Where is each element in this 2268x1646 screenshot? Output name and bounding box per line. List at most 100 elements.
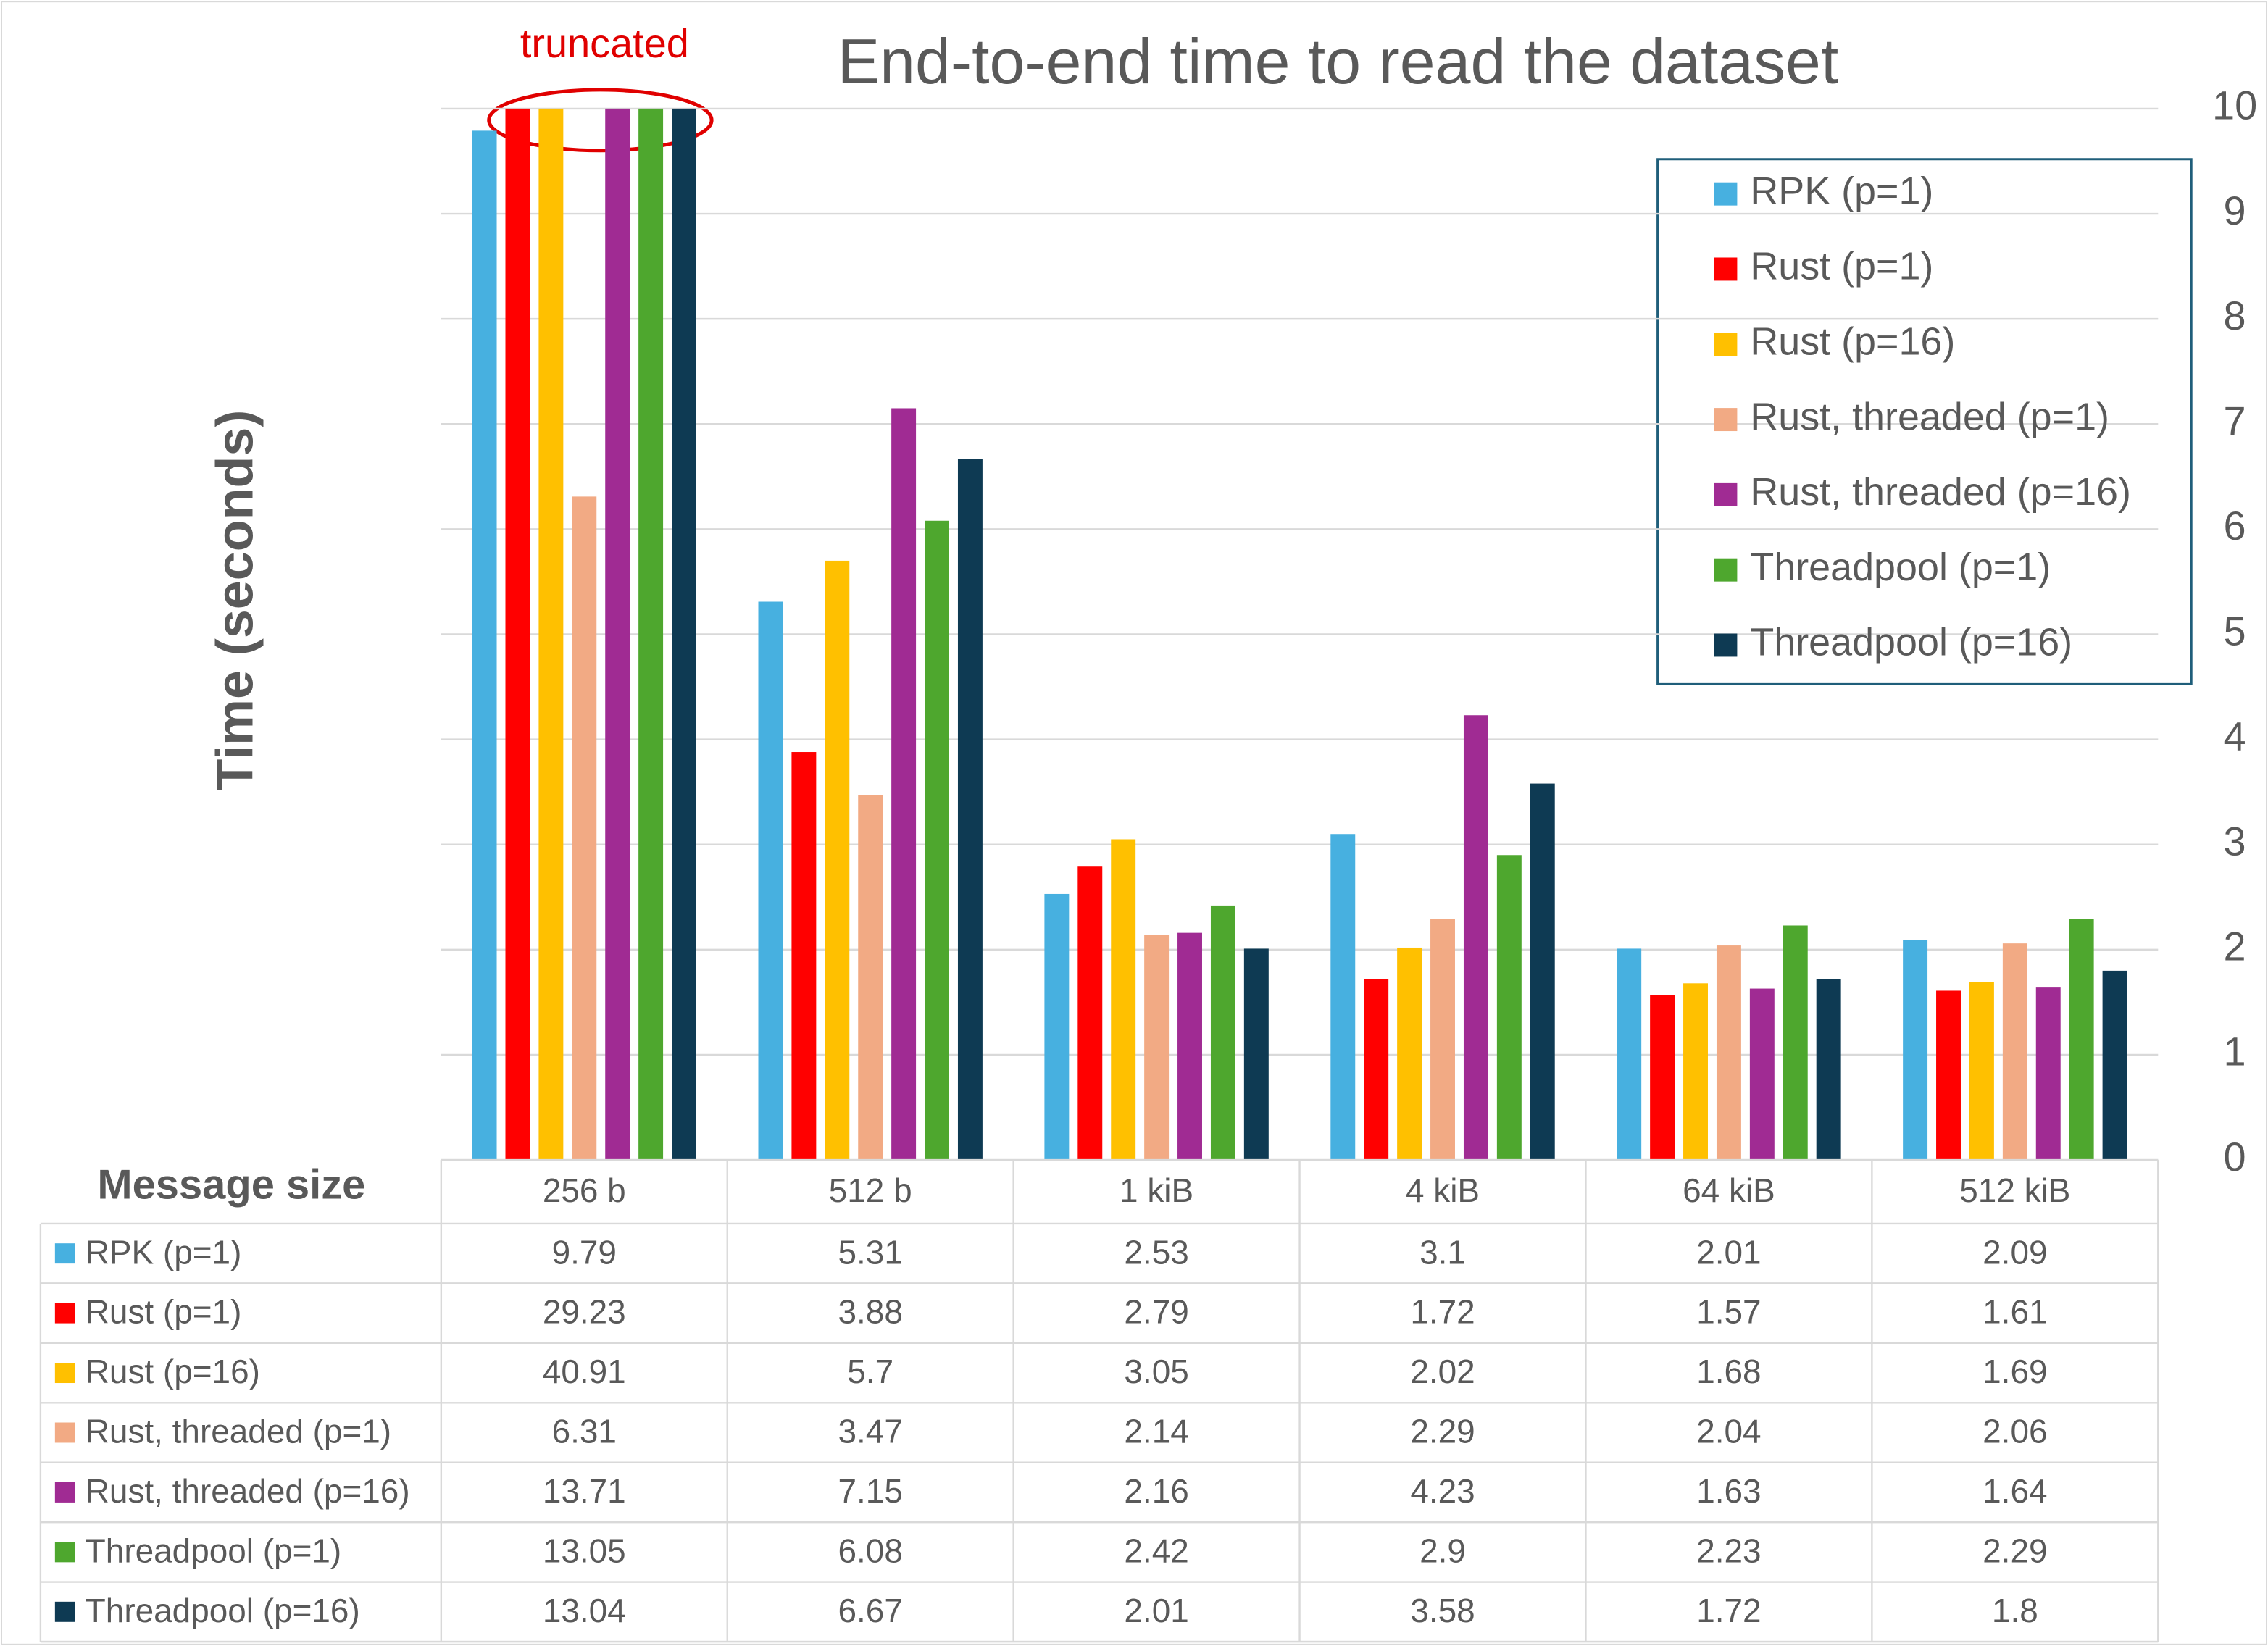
legend-label: Rust (p=1): [1750, 245, 1933, 288]
table-key: [54, 1243, 75, 1264]
table-cell: 2.09: [1983, 1233, 2047, 1271]
bar: [891, 408, 917, 1161]
bar: [1716, 945, 1741, 1161]
bar: [1111, 839, 1136, 1161]
table-cell: 1.57: [1696, 1293, 1761, 1331]
legend-label: RPK (p=1): [1750, 170, 1933, 213]
table-cell: 5.7: [847, 1353, 893, 1390]
data-table: 256 b 512 b 1 kiB 4 kiB 64 kiB 512 kiB RPK (p=…: [39, 1158, 2159, 1643]
table-cell: 3.1: [1419, 1233, 1466, 1271]
bar: [1430, 919, 1455, 1161]
x-tick-label: 4 kiB: [1406, 1171, 1480, 1209]
table-cell: 13.05: [543, 1532, 626, 1569]
table-row-label: Rust (p=1): [86, 1293, 242, 1331]
annotation-ellipse: [487, 88, 714, 153]
bar: [1044, 893, 1070, 1161]
bar: [505, 108, 530, 1161]
y-tick-label: 9: [2224, 188, 2246, 233]
y-tick-label: 4: [2224, 713, 2246, 759]
bars: [472, 108, 2127, 1161]
table-cell: 2.29: [1983, 1532, 2047, 1569]
legend-swatch: [1714, 182, 1738, 206]
y-tick-label: 7: [2224, 398, 2246, 443]
table-cell: 13.71: [543, 1472, 626, 1510]
table-cell: 29.23: [543, 1293, 626, 1331]
table-cell: 3.47: [838, 1413, 903, 1450]
x-tick-label: 1 kiB: [1120, 1171, 1193, 1209]
table-cell: 1.69: [1983, 1353, 2047, 1390]
y-tick-label: 3: [2224, 819, 2246, 864]
bar: [858, 795, 883, 1161]
y-tick-label: 8: [2224, 293, 2246, 338]
table-cell: 2.01: [1124, 1592, 1188, 1629]
table-header: Message size: [97, 1161, 365, 1208]
table-cell: 9.79: [552, 1233, 617, 1271]
legend-label: Rust, threaded (p=16): [1750, 470, 2131, 514]
table-cell: 1.72: [1410, 1293, 1475, 1331]
bar: [2069, 919, 2094, 1161]
table-key: [54, 1303, 75, 1324]
table-cell: 3.05: [1124, 1353, 1188, 1390]
table-key: [54, 1542, 75, 1563]
bar: [2035, 987, 2061, 1161]
table-cell: 2.29: [1410, 1413, 1475, 1450]
legend-swatch: [1714, 558, 1738, 582]
table-key: [54, 1363, 75, 1384]
bar: [1783, 925, 1808, 1161]
bar: [2102, 970, 2127, 1161]
table-cell: 2.9: [1419, 1532, 1466, 1569]
bar: [1749, 988, 1775, 1161]
legend-swatch: [1714, 333, 1738, 356]
table-cell: 2.02: [1410, 1353, 1475, 1390]
bar: [1936, 990, 1961, 1161]
bar: [825, 560, 850, 1161]
table-row-label: Rust, threaded (p=1): [86, 1413, 391, 1450]
table-cell: 1.63: [1696, 1472, 1761, 1510]
bar: [1243, 948, 1269, 1161]
bar: [1077, 866, 1103, 1161]
table-cell: 3.58: [1410, 1592, 1475, 1629]
legend-swatch: [1714, 482, 1738, 506]
table-row-label: RPK (p=1): [86, 1233, 242, 1271]
y-tick-label: 5: [2224, 608, 2246, 653]
table-cell: 2.04: [1696, 1413, 1761, 1450]
bar: [1816, 979, 1841, 1161]
table-cell: 2.79: [1124, 1293, 1188, 1331]
table-cell: 1.72: [1696, 1592, 1761, 1629]
bar: [538, 108, 564, 1161]
bar: [925, 520, 949, 1161]
x-tick-label: 64 kiB: [1683, 1171, 1775, 1209]
bar: [957, 459, 983, 1161]
y-tick-label: 0: [2224, 1134, 2246, 1179]
legend-swatch: [1714, 257, 1738, 281]
table-cell: 1.8: [1992, 1592, 2038, 1629]
table-cell: 2.42: [1124, 1532, 1188, 1569]
table-row-label: Threadpool (p=1): [86, 1532, 341, 1569]
bar: [605, 108, 630, 1161]
y-tick-label: 1: [2224, 1029, 2246, 1074]
table-cell: 6.31: [552, 1413, 617, 1450]
table-cell: 1.68: [1696, 1353, 1761, 1390]
bar: [672, 108, 696, 1161]
table-cell: 6.08: [838, 1532, 903, 1569]
bar: [758, 601, 783, 1161]
bar: [1496, 855, 1522, 1161]
table-cell: 4.23: [1410, 1472, 1475, 1510]
legend-label: Threadpool (p=1): [1750, 546, 2051, 589]
legend-swatch: [1714, 408, 1738, 432]
bar: [1683, 983, 1708, 1161]
table-key: [54, 1482, 75, 1503]
table-row-label: Rust (p=16): [86, 1353, 260, 1390]
bar: [1364, 979, 1389, 1161]
legend-label: Rust, threaded (p=1): [1750, 395, 2109, 438]
annotation: truncated: [520, 20, 689, 66]
bar: [1177, 932, 1202, 1161]
x-tick-label: 256 b: [543, 1171, 626, 1209]
y-axis-label: Time (seconds): [206, 410, 264, 791]
table-cell: 1.64: [1983, 1472, 2047, 1510]
x-tick-label: 512 b: [829, 1171, 912, 1209]
table-row-label: Rust, threaded (p=16): [86, 1472, 410, 1510]
table-cell: 6.67: [838, 1592, 903, 1629]
table-cell: 1.61: [1983, 1293, 2047, 1331]
